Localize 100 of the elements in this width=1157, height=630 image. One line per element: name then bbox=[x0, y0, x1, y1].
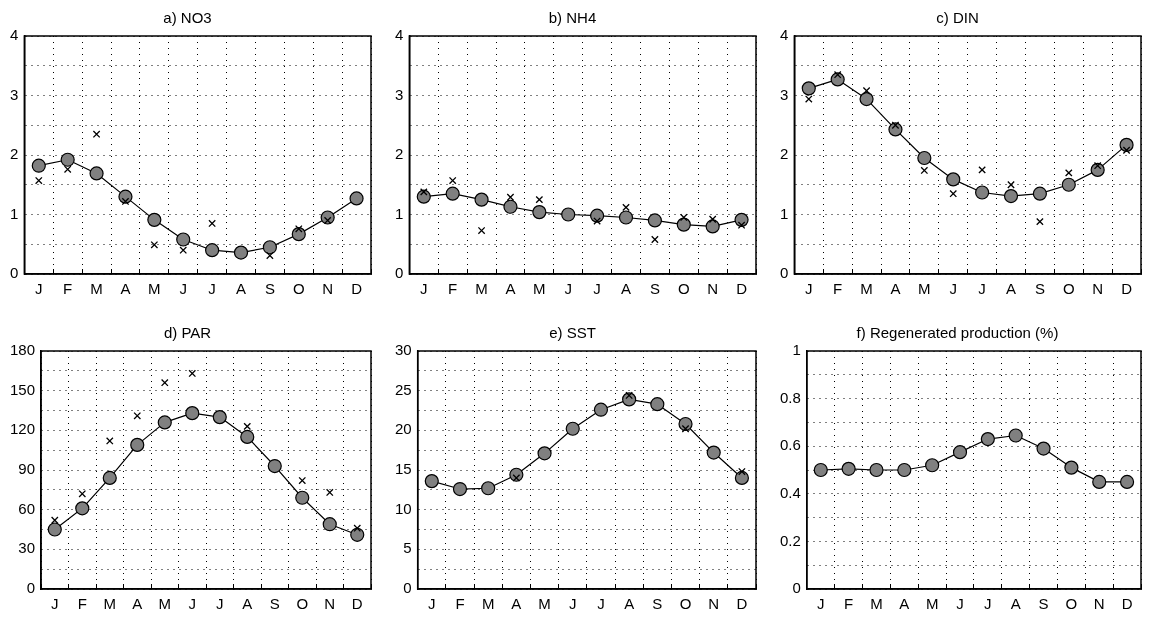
point bbox=[243, 422, 252, 431]
x-tick-label: S bbox=[652, 595, 663, 613]
point bbox=[593, 217, 601, 225]
point bbox=[705, 219, 720, 234]
x-tick-label: D bbox=[1121, 280, 1133, 298]
x-tick-label: D bbox=[1121, 595, 1133, 613]
point bbox=[350, 527, 365, 542]
x-tick-label: A bbox=[236, 280, 247, 298]
point bbox=[897, 462, 912, 478]
point bbox=[1092, 474, 1107, 489]
x-tick-label: A bbox=[505, 280, 516, 298]
point bbox=[102, 470, 117, 486]
point bbox=[325, 488, 334, 497]
y-tick-label: 15 bbox=[395, 460, 412, 478]
x-tick-label: S bbox=[269, 595, 280, 613]
point bbox=[1036, 441, 1051, 456]
point bbox=[978, 166, 986, 174]
point bbox=[121, 197, 130, 206]
point bbox=[593, 402, 609, 417]
point bbox=[737, 221, 746, 230]
point bbox=[50, 516, 59, 525]
point bbox=[1064, 169, 1073, 177]
y-tick-label: 0 bbox=[792, 579, 801, 597]
point bbox=[917, 150, 932, 166]
x-tick-label: J bbox=[817, 595, 825, 613]
point bbox=[980, 431, 995, 447]
point bbox=[506, 193, 515, 202]
x-tick-label: A bbox=[890, 280, 901, 298]
point bbox=[952, 445, 968, 460]
point bbox=[89, 166, 104, 181]
point bbox=[676, 217, 691, 232]
point bbox=[975, 185, 990, 200]
y-tick-label: 0 bbox=[403, 579, 412, 597]
point bbox=[734, 470, 749, 486]
y-tick-label: 2 bbox=[780, 145, 789, 163]
y-tick-label: 20 bbox=[395, 420, 412, 438]
point bbox=[291, 227, 306, 242]
point bbox=[34, 176, 43, 185]
x-tick-label: F bbox=[844, 595, 854, 613]
point bbox=[925, 458, 940, 473]
x-tick-label: J bbox=[35, 280, 43, 298]
point bbox=[537, 446, 552, 461]
x-tick-label: O bbox=[677, 280, 690, 298]
y-tick-label: 1 bbox=[792, 341, 801, 359]
y-tick-label: 30 bbox=[18, 539, 36, 557]
chart-title: d) PAR bbox=[163, 324, 212, 342]
y-tick-label: 1 bbox=[10, 204, 19, 222]
chart-title: b) NH4 bbox=[548, 9, 597, 27]
point bbox=[262, 240, 277, 255]
y-tick-label: 25 bbox=[395, 380, 412, 398]
point bbox=[75, 501, 90, 516]
x-tick-label: S bbox=[1034, 280, 1045, 298]
point bbox=[869, 462, 884, 478]
x-tick-label: J bbox=[564, 280, 572, 298]
x-tick-label: S bbox=[264, 280, 275, 298]
x-tick-label: D bbox=[351, 595, 363, 613]
point bbox=[590, 208, 605, 223]
y-tick-label: 0.2 bbox=[779, 531, 801, 549]
point bbox=[298, 476, 307, 485]
x-tick-label: J bbox=[208, 280, 216, 298]
x-tick-label: J bbox=[420, 280, 428, 298]
x-tick-label: J bbox=[179, 280, 187, 298]
chart-title: e) SST bbox=[549, 324, 596, 342]
y-tick-label: 60 bbox=[18, 499, 36, 517]
point bbox=[1119, 474, 1135, 489]
x-tick-label: J bbox=[51, 595, 59, 613]
x-tick-label: A bbox=[242, 595, 253, 613]
point bbox=[920, 166, 929, 175]
point bbox=[133, 411, 142, 420]
y-tick-label: 180 bbox=[10, 341, 36, 359]
point bbox=[212, 410, 227, 425]
point bbox=[160, 378, 169, 387]
x-tick-label: M bbox=[90, 280, 103, 298]
x-tick-label: N bbox=[707, 280, 719, 298]
x-tick-label: F bbox=[455, 595, 465, 613]
point bbox=[532, 205, 547, 220]
point bbox=[535, 195, 544, 204]
point bbox=[804, 95, 813, 103]
point bbox=[205, 243, 220, 258]
point bbox=[651, 235, 659, 244]
chart-title: c) DIN bbox=[936, 9, 979, 27]
point bbox=[679, 213, 688, 222]
point bbox=[208, 219, 216, 228]
point bbox=[859, 91, 874, 107]
point bbox=[130, 437, 145, 452]
x-tick-label: J bbox=[188, 595, 197, 613]
y-tick-label: 4 bbox=[10, 26, 19, 44]
y-tick-label: 3 bbox=[395, 85, 404, 103]
point bbox=[813, 462, 828, 478]
y-tick-label: 0 bbox=[395, 264, 404, 282]
point bbox=[1122, 146, 1131, 155]
point bbox=[233, 245, 249, 260]
point bbox=[946, 172, 961, 187]
x-tick-label: N bbox=[1093, 595, 1105, 613]
y-tick-label: 90 bbox=[18, 460, 36, 478]
y-tick-label: 150 bbox=[10, 380, 36, 398]
point bbox=[949, 189, 958, 198]
x-tick-label: A bbox=[621, 280, 632, 298]
chart-title: f) Regenerated production (%) bbox=[856, 324, 1059, 342]
x-tick-label: M bbox=[860, 280, 873, 298]
